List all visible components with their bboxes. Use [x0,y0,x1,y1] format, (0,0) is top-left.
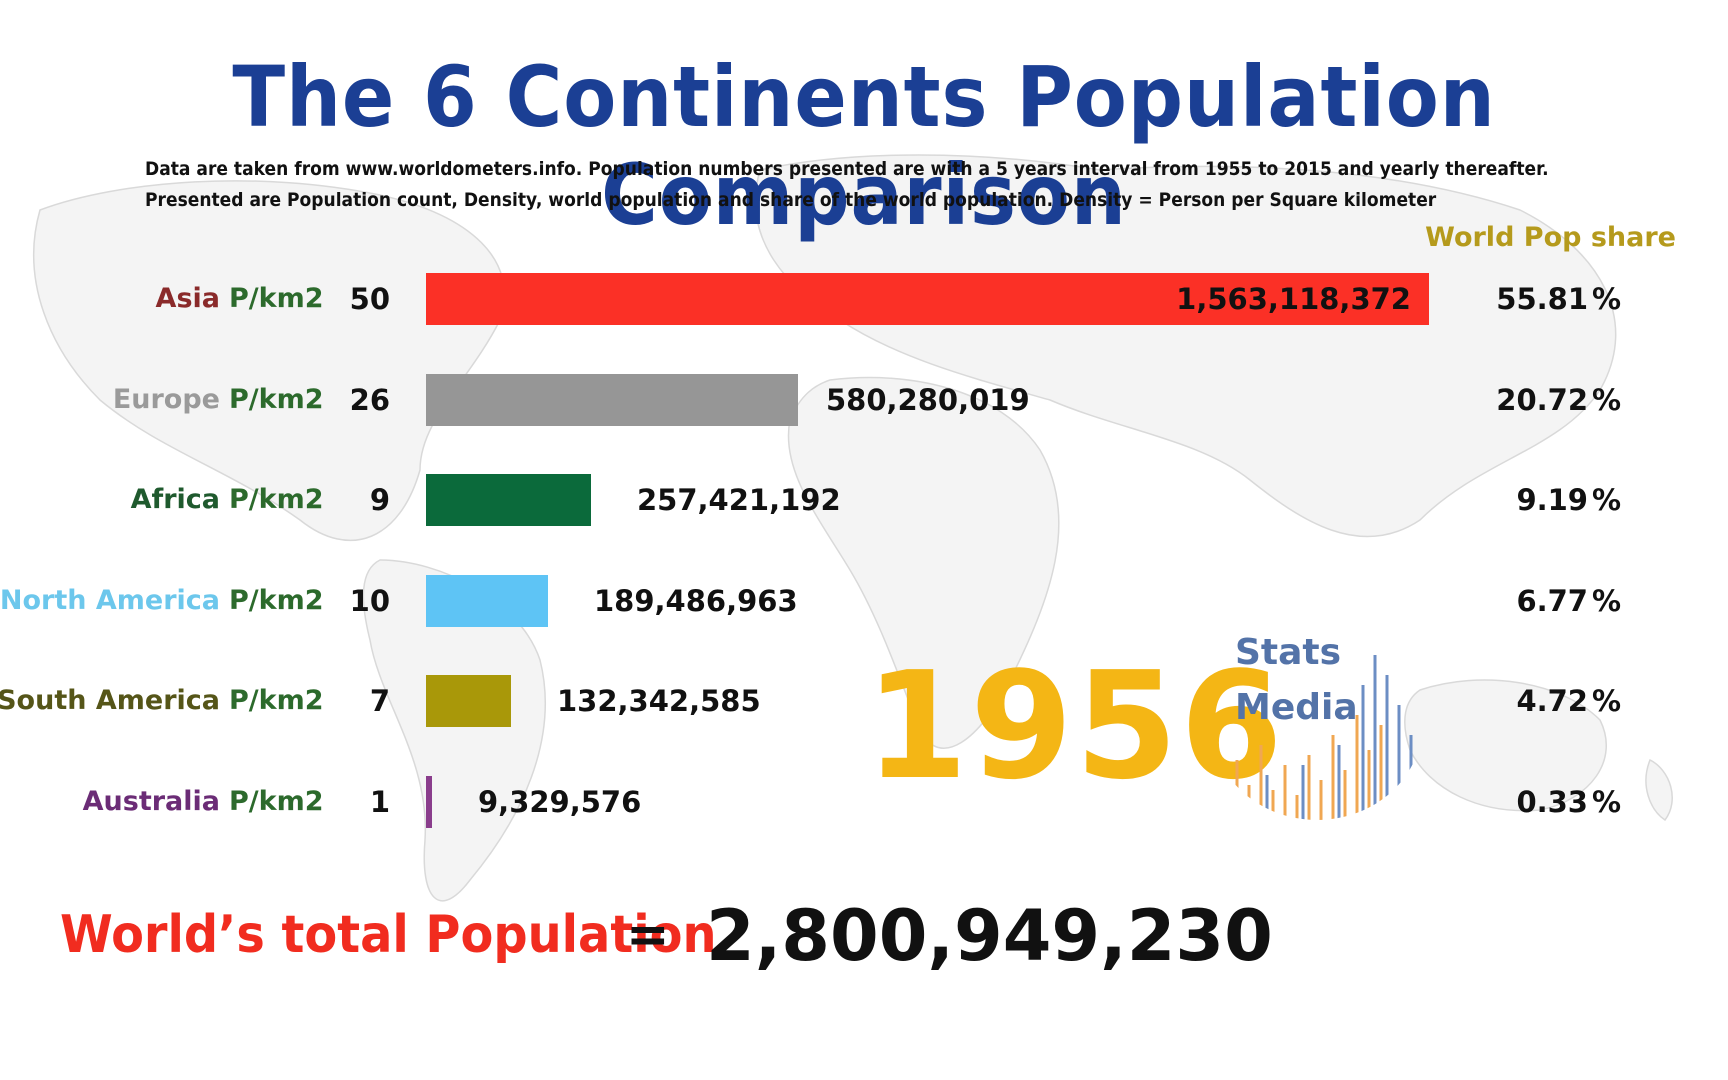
population-label: 580,280,019 [826,383,1030,417]
chart-title: The 6 Continents Population Comparison [232,48,1496,244]
percent-sign: % [1592,785,1622,819]
chart-row: South America P/km2 7 132,342,585 4.72% [0,675,1728,727]
density-unit-label: P/km2 [229,585,324,616]
continent-name: Australia [82,786,220,817]
world-share-value: 0.33 [1516,785,1588,819]
density-value: 1 [369,785,390,819]
population-label: 1,563,118,372 [1176,282,1411,316]
world-share-value: 4.72 [1516,684,1588,718]
density-value: 50 [349,282,390,316]
density-unit-label: P/km2 [229,786,324,817]
chart-row: Africa P/km2 9 257,421,192 9.19% [0,474,1728,526]
world-pop-share-header: World Pop share [1425,222,1676,253]
subtitle-line-1: Data are taken from www.worldometers.inf… [145,158,1549,180]
density-value: 7 [369,684,390,718]
population-bar [426,575,548,627]
population-bar [426,474,591,526]
population-label: 132,342,585 [557,684,761,718]
continent-name: North America [0,585,220,616]
subtitle-line-2: Presented are Population count, Density,… [145,189,1437,211]
world-share-value: 6.77 [1516,584,1588,618]
population-bar [426,776,432,828]
population-label: 9,329,576 [478,785,642,819]
year-label: 1956 [865,640,1285,812]
density-unit-label: P/km2 [229,384,324,415]
density-value: 26 [349,383,390,417]
logo-text-stats: Stats [1235,632,1342,673]
population-bar [426,273,1429,325]
chart-row: North America P/km2 10 189,486,963 6.77% [0,575,1728,627]
world-total-label: World’s total Population [60,905,717,965]
stats-media-logo-icon [1223,655,1413,820]
world-total-value: 2,800,949,230 [706,895,1273,977]
density-unit-label: P/km2 [229,484,324,515]
world-total-equals: = [626,905,670,965]
continent-name: Asia [155,283,220,314]
percent-sign: % [1592,383,1622,417]
chart-row: Europe P/km2 26 580,280,019 20.72% [0,374,1728,426]
density-value: 9 [369,483,390,517]
chart-row: Asia P/km2 50 1,563,118,372 55.81% [0,273,1728,325]
population-label: 257,421,192 [637,483,841,517]
world-share-value: 55.81 [1496,282,1588,316]
world-share-value: 20.72 [1496,383,1588,417]
population-bar [426,675,511,727]
density-value: 10 [349,584,390,618]
density-unit-label: P/km2 [229,685,324,716]
population-bar [426,374,798,426]
continent-name: Europe [112,384,220,415]
logo-text-media: Media [1235,687,1358,728]
percent-sign: % [1592,483,1622,517]
percent-sign: % [1592,282,1622,316]
density-unit-label: P/km2 [229,283,324,314]
continent-name: South America [0,685,220,716]
percent-sign: % [1592,684,1622,718]
chart-row: Australia P/km2 1 9,329,576 0.33% [0,776,1728,828]
population-label: 189,486,963 [594,584,798,618]
percent-sign: % [1592,584,1622,618]
world-share-value: 9.19 [1516,483,1588,517]
continent-name: Africa [130,484,220,515]
